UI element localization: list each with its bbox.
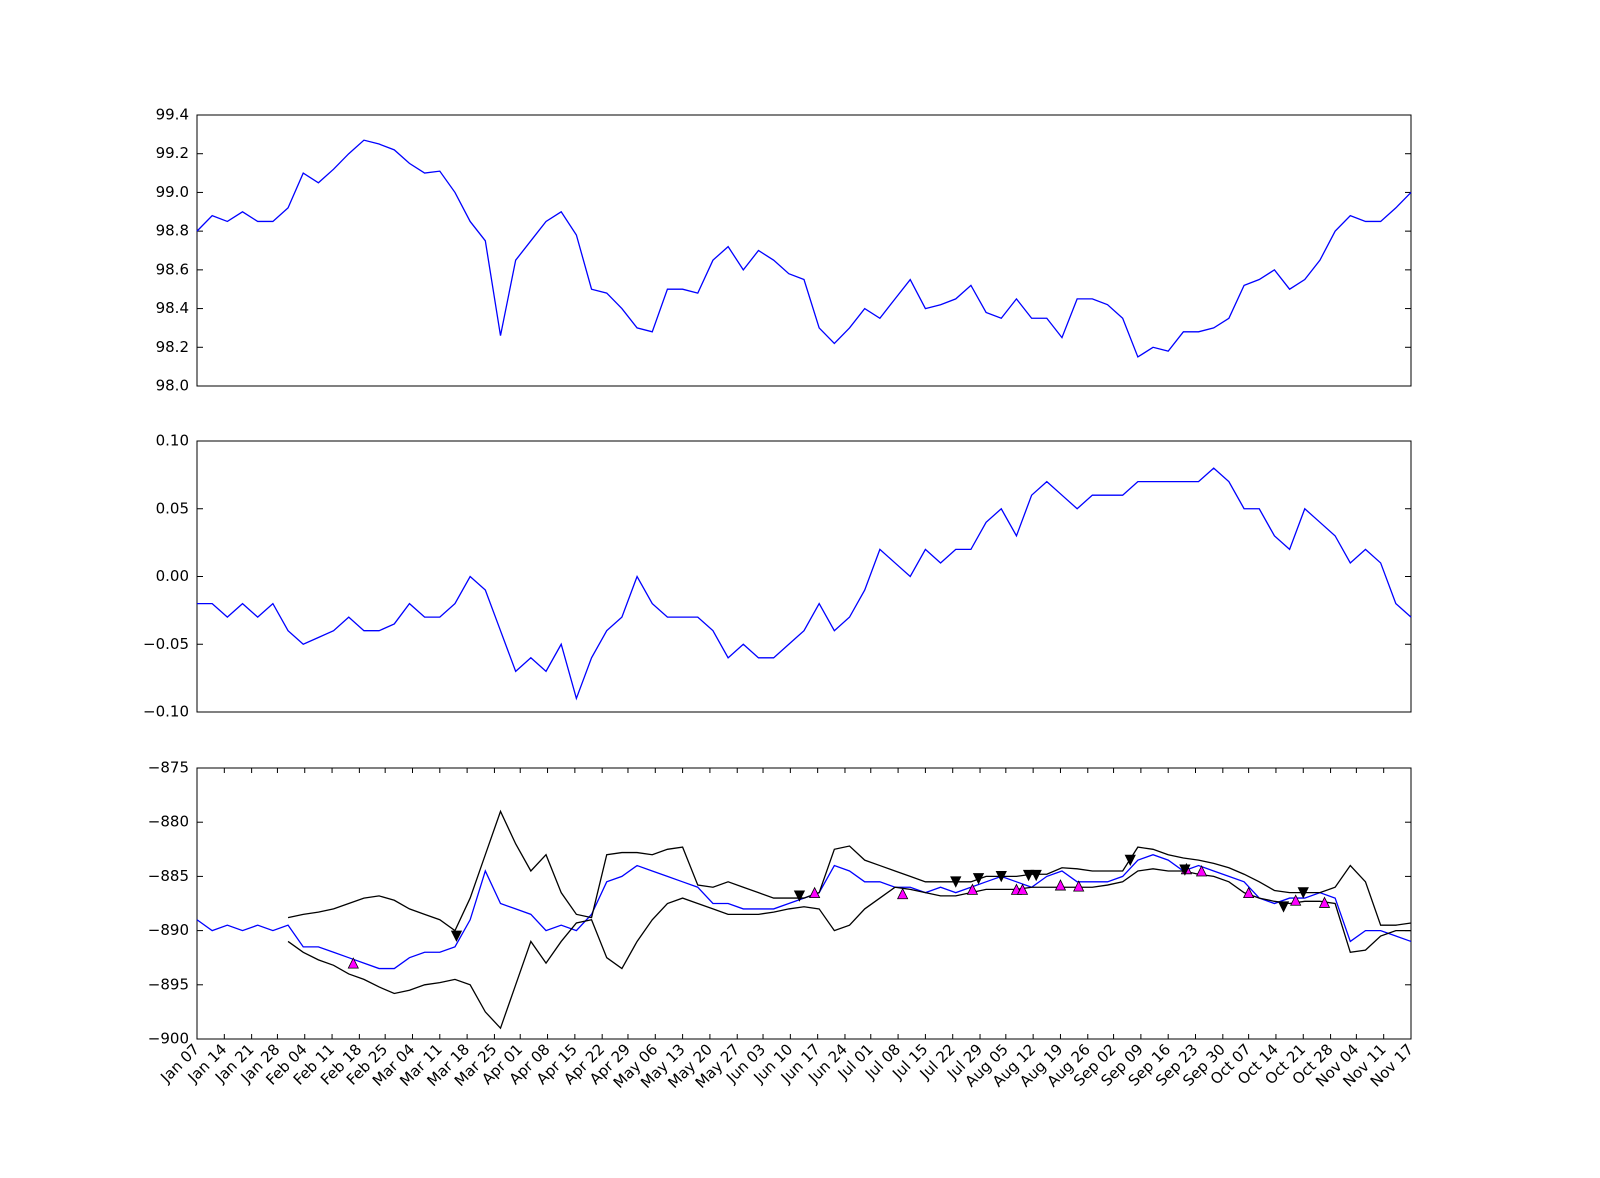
y-tick-label: 0.10 xyxy=(156,432,189,450)
y-tick-label: 98.4 xyxy=(156,299,189,317)
signal-marker xyxy=(1124,854,1136,867)
signal-marker xyxy=(972,873,985,885)
signal-marker xyxy=(1073,880,1085,892)
plot-frame xyxy=(196,767,1412,1040)
signal-marker xyxy=(450,930,463,942)
y-tick-label: −0.10 xyxy=(143,703,189,721)
signal-marker xyxy=(966,883,979,895)
series-line xyxy=(196,139,1412,358)
y-tick-label: 99.2 xyxy=(156,144,189,162)
y-tick-label: 98.8 xyxy=(156,222,189,240)
signal-marker xyxy=(1318,896,1331,908)
signal-marker xyxy=(1195,865,1208,877)
signal-marker xyxy=(1179,864,1191,876)
signal-marker xyxy=(1290,894,1302,906)
series-line xyxy=(287,868,1411,1030)
y-tick-label: 0.00 xyxy=(156,567,189,585)
y-tick-label: −875 xyxy=(148,759,189,777)
series-line xyxy=(287,809,1412,932)
signal-marker xyxy=(1022,869,1035,882)
signal-marker xyxy=(950,876,962,888)
plot-frame xyxy=(196,114,1412,387)
signal-marker xyxy=(1030,869,1042,882)
signal-marker xyxy=(1054,879,1067,891)
series-line xyxy=(197,467,1412,701)
series-line xyxy=(196,854,1412,970)
y-tick-label: 98.0 xyxy=(156,377,189,395)
y-tick-label: −900 xyxy=(148,1030,189,1048)
signal-marker xyxy=(347,957,359,969)
y-tick-label: 99.0 xyxy=(156,183,189,201)
signal-marker xyxy=(808,886,821,899)
signal-marker xyxy=(896,887,909,900)
y-tick-label: 99.4 xyxy=(156,106,189,124)
y-tick-label: −880 xyxy=(148,813,189,831)
y-tick-label: −890 xyxy=(148,921,189,939)
y-tick-label: −895 xyxy=(148,975,189,993)
signal-marker xyxy=(995,871,1007,883)
y-tick-label: 98.6 xyxy=(156,260,189,278)
signal-marker xyxy=(1242,886,1255,899)
y-tick-label: −0.05 xyxy=(143,635,189,653)
signal-marker xyxy=(1277,901,1290,913)
signal-marker xyxy=(1297,887,1309,899)
y-tick-label: −885 xyxy=(148,867,189,885)
signal-marker xyxy=(1016,883,1029,895)
signal-marker xyxy=(793,890,806,902)
y-tick-label: 0.05 xyxy=(156,499,189,517)
y-tick-label: 98.2 xyxy=(156,338,189,356)
